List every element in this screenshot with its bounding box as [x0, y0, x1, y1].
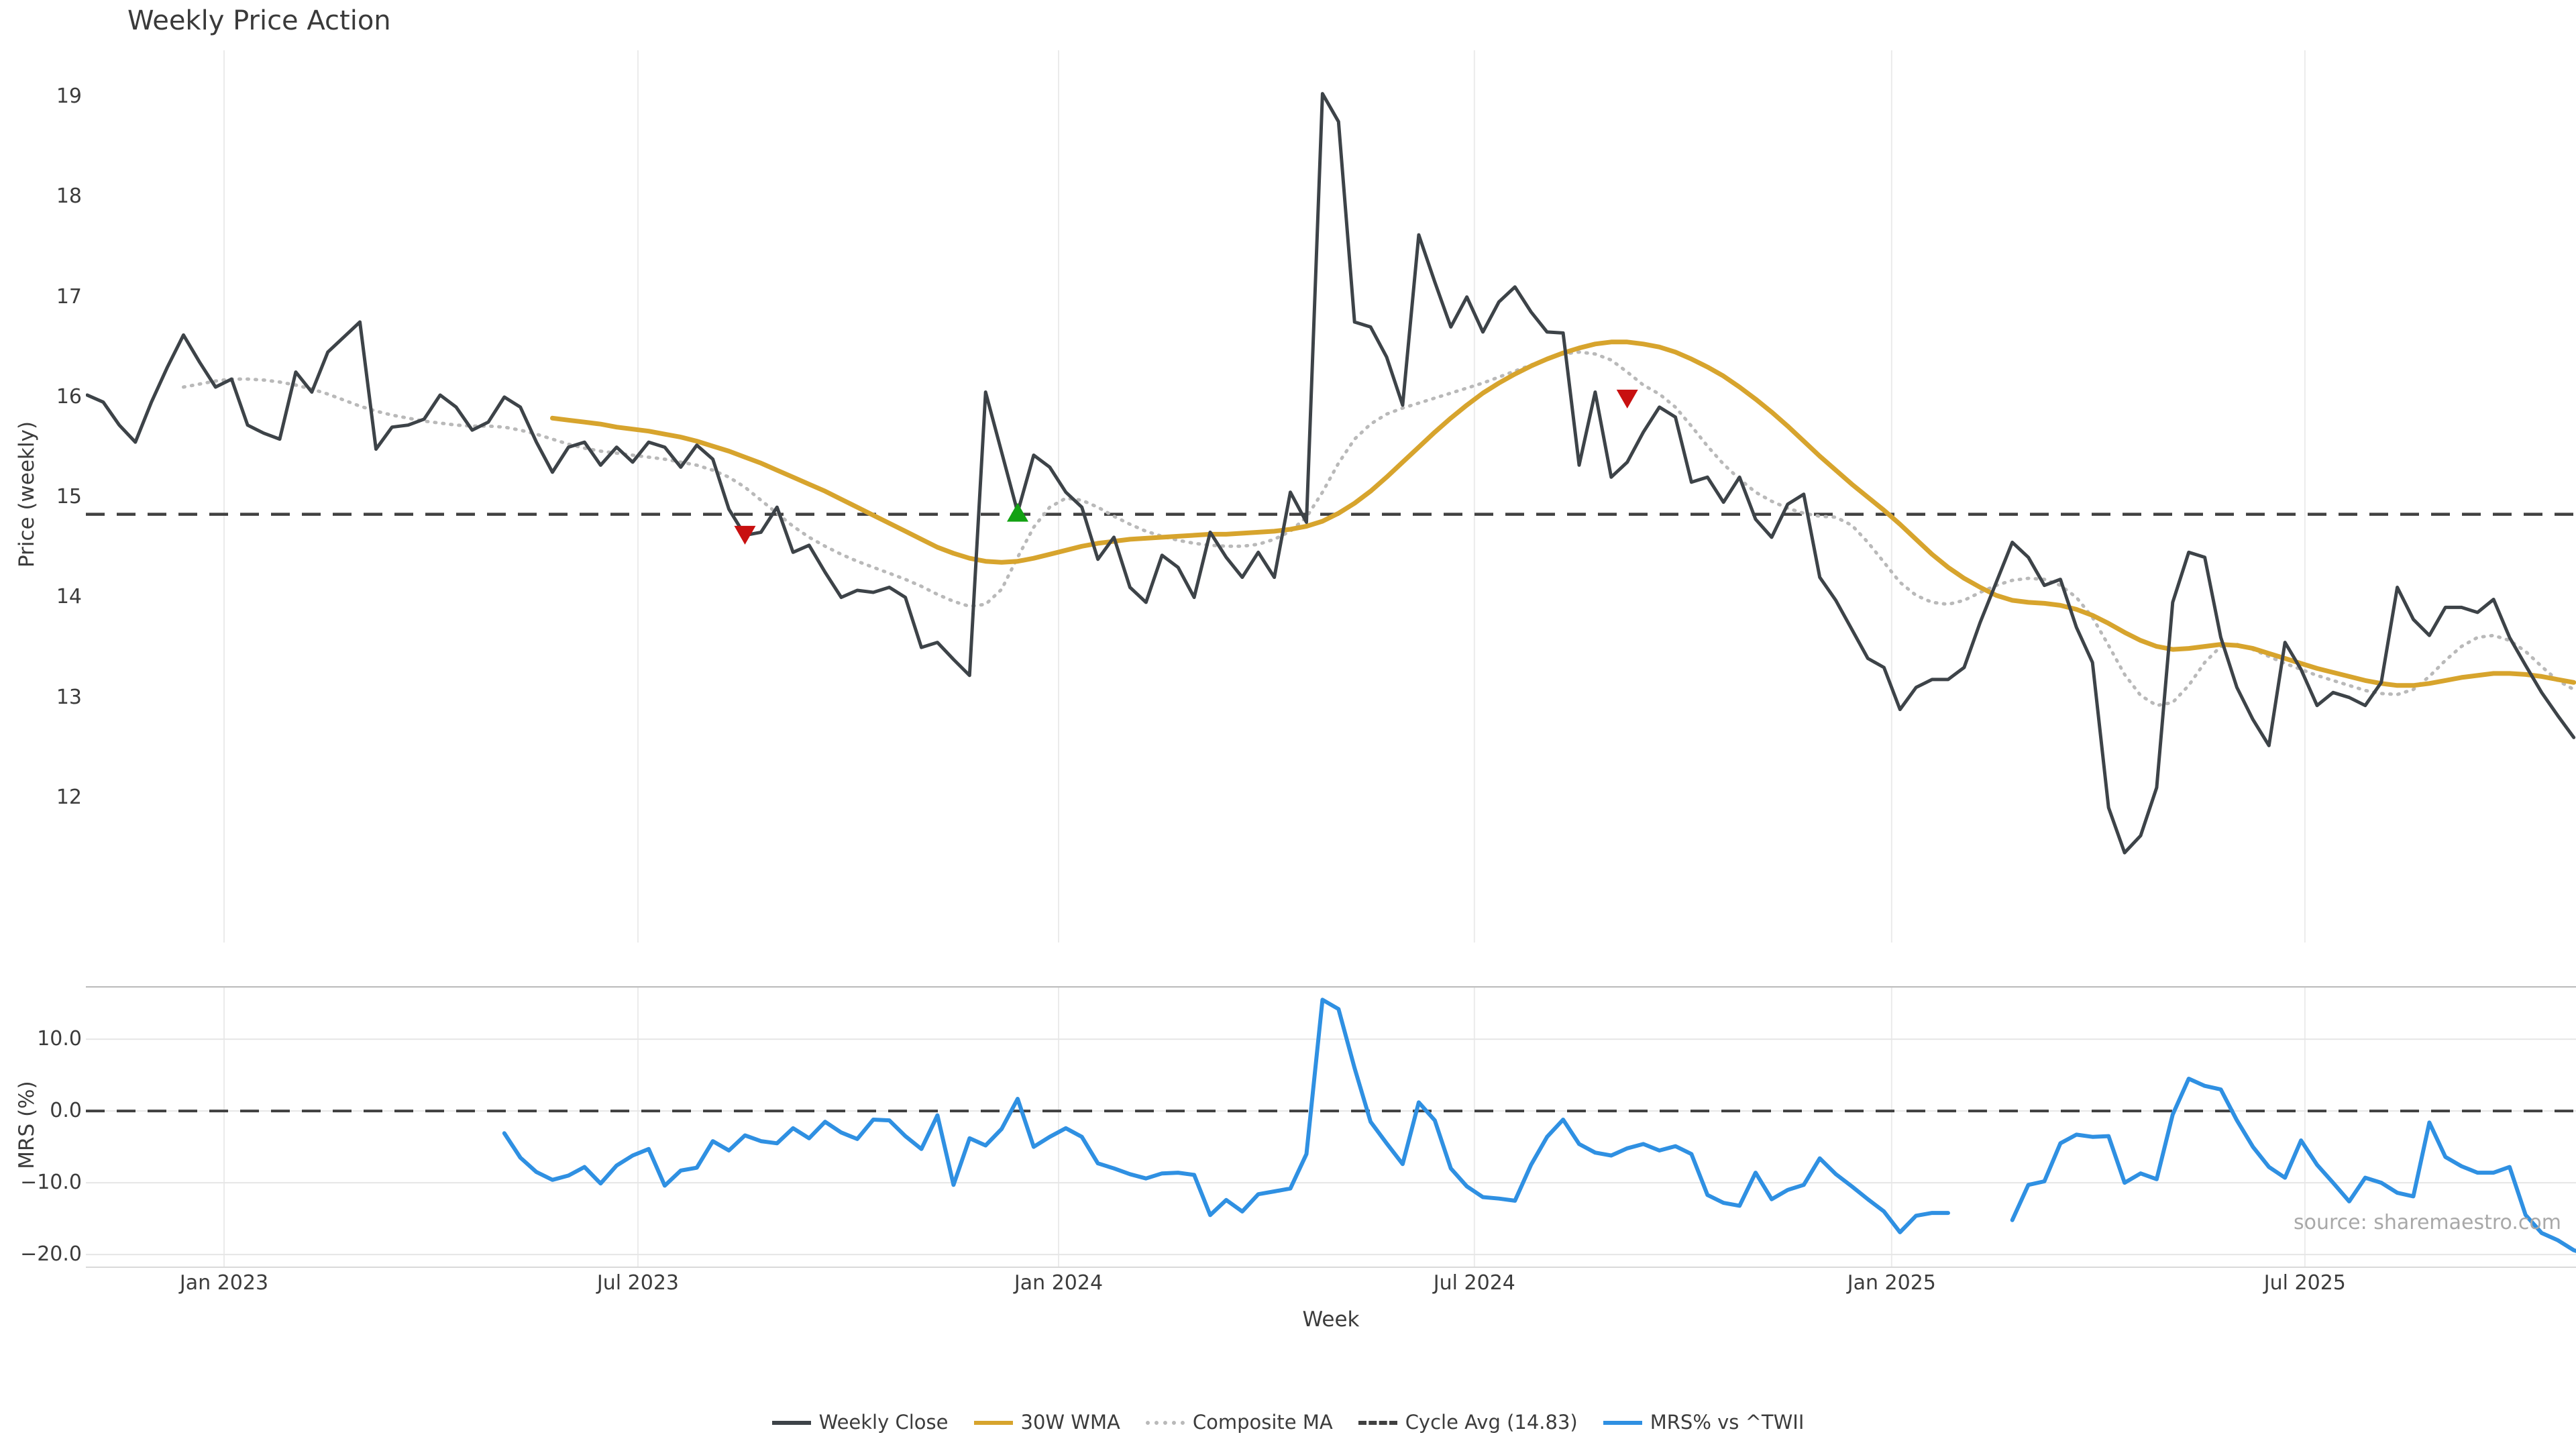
legend-item: Cycle Avg (14.83) — [1358, 1413, 1578, 1432]
legend-label: 30W WMA — [1020, 1411, 1120, 1434]
legend-item: MRS% vs ^TWII — [1603, 1411, 1805, 1434]
legend-label: MRS% vs ^TWII — [1650, 1411, 1805, 1434]
weekly-close-line — [86, 92, 2576, 855]
mrs-ytick-label: −10.0 — [20, 1171, 82, 1195]
x-tick-label: Jan 2025 — [1847, 1271, 1936, 1295]
legend-swatch-solid — [1603, 1420, 1642, 1425]
composite-ma-line — [182, 350, 2576, 708]
price-ytick-label: 19 — [56, 85, 82, 109]
mrs-panel — [86, 986, 2576, 1268]
mrs-ytick-label: −20.0 — [20, 1242, 82, 1267]
legend-label: Cycle Avg (14.83) — [1405, 1411, 1578, 1434]
source-watermark: source: sharemaestro.com — [2294, 1211, 2561, 1234]
price-ytick-label: 16 — [56, 384, 82, 409]
legend-swatch-dotted — [1145, 1420, 1185, 1425]
legend-label: Composite MA — [1192, 1411, 1333, 1434]
sell-signal-marker — [734, 525, 756, 545]
mrs-ytick-label: 0.0 — [50, 1099, 82, 1123]
legend-swatch-dashed — [1358, 1420, 1397, 1425]
price-ytick-label: 12 — [56, 786, 82, 809]
price-chart — [86, 50, 2576, 943]
x-tick-label: Jan 2024 — [1014, 1271, 1104, 1295]
x-tick-label: Jul 2024 — [1433, 1271, 1515, 1295]
price-ytick-label: 13 — [56, 685, 82, 709]
x-tick-label: Jan 2023 — [179, 1271, 269, 1295]
legend-item: 30W WMA — [973, 1411, 1120, 1434]
x-tick-label: Jul 2023 — [596, 1271, 680, 1295]
legend-swatch-solid — [771, 1420, 811, 1425]
legend-label: Weekly Close — [818, 1411, 949, 1434]
legend-swatch-solid — [973, 1420, 1013, 1425]
price-ytick-label: 17 — [56, 284, 82, 309]
mrs-chart — [86, 986, 2576, 1268]
price-panel — [86, 50, 2576, 943]
mrs-line — [502, 998, 2576, 1253]
mrs-ytick-label: 10.0 — [37, 1027, 82, 1051]
price-ytick-label: 18 — [56, 184, 82, 209]
x-axis-title: Week — [1302, 1307, 1360, 1332]
x-tick-label: Jul 2025 — [2263, 1271, 2346, 1295]
sell-signal-marker — [1616, 389, 1638, 409]
price-ytick-label: 14 — [56, 585, 82, 609]
legend-item: Weekly Close — [771, 1411, 949, 1434]
legend: Weekly Close 30W WMA Composite MA Cycle Avg… — [0, 1413, 2576, 1432]
chart-title: Weekly Price Action — [127, 5, 391, 36]
wma30-line — [550, 339, 2576, 688]
price-ytick-label: 15 — [56, 485, 82, 509]
buy-signal-marker — [1007, 502, 1029, 522]
mrs-axis-title: MRS (%) — [15, 1081, 39, 1169]
legend-item: Composite MA — [1145, 1411, 1333, 1434]
